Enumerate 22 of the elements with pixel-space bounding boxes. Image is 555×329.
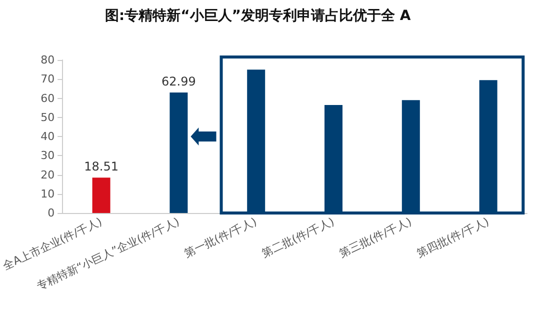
y-tick-label: 30 bbox=[40, 149, 55, 162]
y-tick-label: 0 bbox=[48, 206, 55, 220]
y-tick-label: 80 bbox=[40, 54, 55, 66]
x-tick-label: 第三批(件/千人) bbox=[337, 215, 414, 260]
bar bbox=[324, 104, 342, 213]
bar bbox=[170, 92, 188, 213]
y-tick-label: 20 bbox=[40, 168, 55, 182]
x-tick-label: 第四批(件/千人) bbox=[414, 215, 492, 260]
data-label: 62.99 bbox=[162, 74, 196, 89]
x-tick-label: 第一批(件/千人) bbox=[182, 215, 259, 260]
bar bbox=[247, 70, 266, 213]
y-tick-label: 10 bbox=[40, 187, 55, 200]
y-tick-label: 60 bbox=[40, 92, 55, 105]
data-label: 18.51 bbox=[84, 160, 118, 174]
x-tick-label: 第二批(件/千人) bbox=[260, 215, 336, 260]
bar bbox=[92, 178, 110, 213]
chart-title: 图:专精特新“小巨人”发明专利申请占比优于全 A bbox=[105, 7, 411, 24]
y-tick-label: 70 bbox=[40, 72, 55, 86]
bar bbox=[479, 80, 498, 213]
y-tick-label: 40 bbox=[40, 130, 55, 143]
bar bbox=[402, 100, 420, 213]
y-tick-label: 50 bbox=[40, 110, 55, 124]
